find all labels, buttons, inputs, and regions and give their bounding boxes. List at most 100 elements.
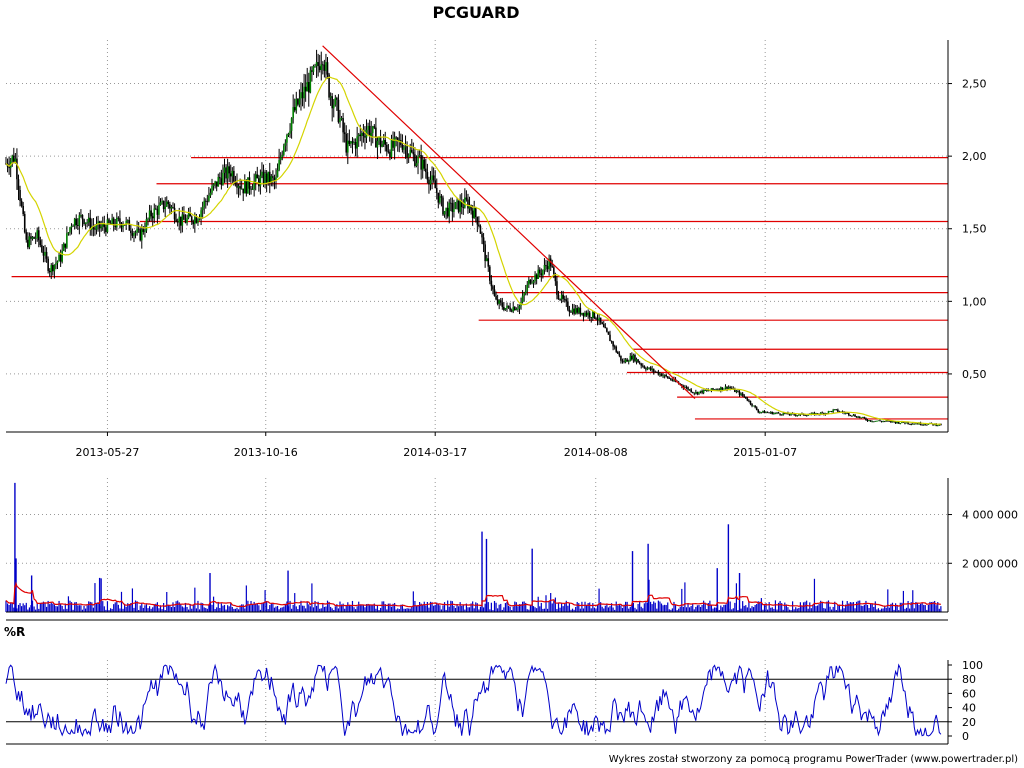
candle-body <box>685 387 688 389</box>
candle-body <box>768 412 770 414</box>
candle-body <box>47 258 49 271</box>
candle-body <box>445 207 447 212</box>
candle-body <box>474 208 477 218</box>
candle-body <box>101 223 104 227</box>
williams-r-gridlines <box>106 660 766 744</box>
candle-body <box>771 411 774 415</box>
candle-body <box>253 181 255 190</box>
candle-body <box>629 355 632 362</box>
candle-body <box>699 390 702 392</box>
candle-body <box>222 172 224 185</box>
candle-body <box>563 298 566 300</box>
volume-y-tick-label: 4 000 000 <box>962 509 1018 522</box>
candle-body <box>175 219 177 222</box>
candle-body <box>267 171 269 183</box>
candle-body <box>262 171 265 184</box>
candle-body <box>729 387 731 389</box>
candle-body <box>170 206 173 209</box>
candle-body <box>913 423 916 425</box>
candle-body <box>25 232 28 240</box>
candle-body <box>431 175 433 180</box>
williams-r-y-tick-label: 80 <box>962 673 976 686</box>
candle-body <box>392 140 394 148</box>
candle-body <box>926 424 928 426</box>
candle-body <box>306 82 309 92</box>
candle-body <box>596 318 599 321</box>
candle-body <box>111 218 113 225</box>
candle-body <box>425 168 427 173</box>
candle-body <box>203 200 206 207</box>
candle-body <box>481 233 483 238</box>
candle-body <box>624 359 627 363</box>
candle-body <box>876 420 878 422</box>
candle-body <box>233 170 235 182</box>
candle-body <box>234 181 237 184</box>
candle-body <box>467 199 469 209</box>
candle-body <box>849 415 852 417</box>
candle-body <box>247 177 249 194</box>
candle-body <box>738 391 741 395</box>
candle-body <box>398 139 401 142</box>
candle-body <box>833 409 836 411</box>
candle-body <box>256 174 259 179</box>
candle-body <box>741 393 744 396</box>
candle-body <box>456 200 458 203</box>
candle-body <box>212 184 215 186</box>
candle-body <box>134 232 137 234</box>
candle-body <box>396 137 399 142</box>
candle-body <box>857 416 859 418</box>
candle-body <box>752 405 755 407</box>
candle-body <box>623 361 625 363</box>
candle-body <box>590 317 593 319</box>
candle-body <box>348 140 351 144</box>
candle-body <box>359 134 362 137</box>
candle-body <box>927 423 930 425</box>
candle-body <box>418 155 421 157</box>
candle-body <box>601 322 603 325</box>
candle-body <box>517 308 519 310</box>
candle-body <box>882 421 884 423</box>
price-candles <box>5 49 942 427</box>
candle-body <box>66 233 68 248</box>
candle-body <box>788 414 791 416</box>
candle-body <box>328 74 330 98</box>
candle-body <box>537 269 540 279</box>
candle-body <box>440 196 443 198</box>
candle-body <box>641 365 644 367</box>
candle-body <box>410 149 413 153</box>
candle-body <box>155 208 157 210</box>
candle-body <box>588 312 591 318</box>
candle-body <box>565 299 568 302</box>
candle-body <box>587 312 589 316</box>
candle-body <box>108 219 110 224</box>
candle-body <box>169 204 171 209</box>
candle-body <box>922 424 925 426</box>
candle-body <box>357 134 360 137</box>
resistance-trendline <box>322 45 696 400</box>
price-panel: 0,50 1,00 1,50 2,00 2,50 2013-05-27 2013-10-1… <box>5 40 987 459</box>
candle-body <box>749 400 752 404</box>
candle-body <box>331 96 333 109</box>
candle-body <box>827 411 830 414</box>
candle-body <box>450 202 452 204</box>
candle-body <box>89 217 92 230</box>
candle-body <box>638 362 641 364</box>
candle-body <box>748 400 750 402</box>
candle-body <box>816 413 819 415</box>
candle-body <box>83 219 85 224</box>
candle-body <box>751 403 753 406</box>
candle-body <box>303 86 305 99</box>
candle-body <box>515 309 518 311</box>
candle-body <box>23 214 26 233</box>
candle-body <box>883 421 886 423</box>
candle-body <box>746 398 749 401</box>
candle-body <box>709 390 711 392</box>
candle-body <box>225 167 227 179</box>
candle-body <box>325 62 327 71</box>
candle-body <box>240 188 243 190</box>
candle-body <box>219 177 221 179</box>
candle-body <box>254 174 257 182</box>
candle-body <box>599 317 602 323</box>
williams-r-y-tick-label: 60 <box>962 687 976 700</box>
